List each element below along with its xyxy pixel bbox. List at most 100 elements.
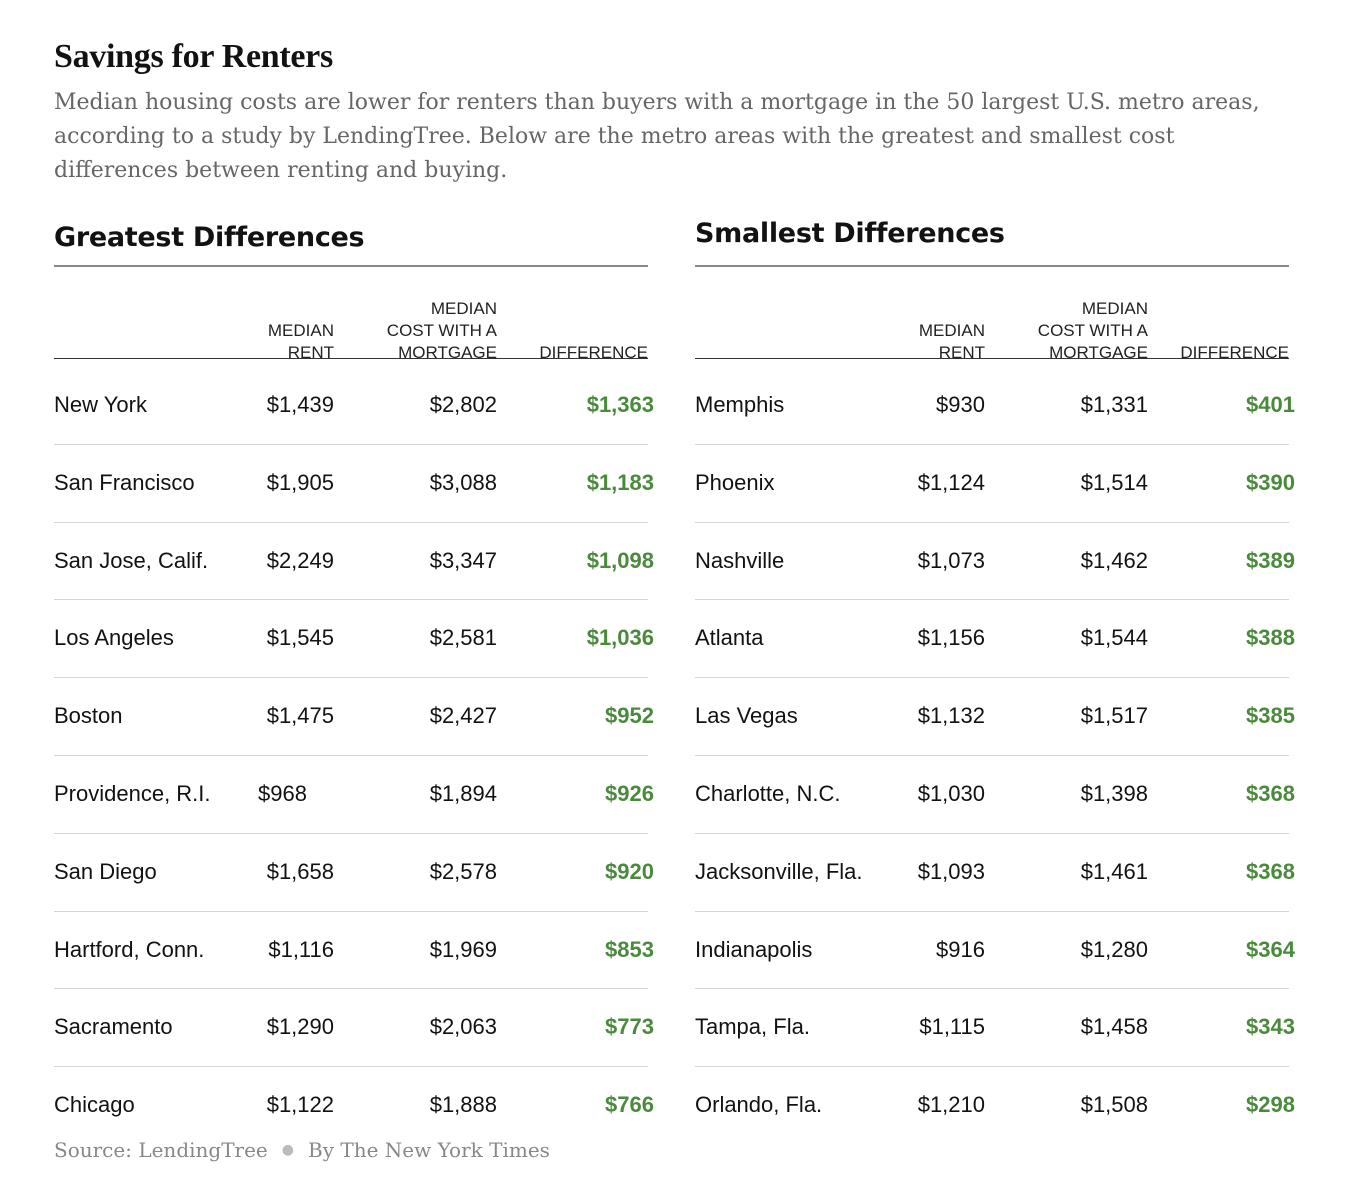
median-mortgage-cost: $1,888	[429, 1092, 497, 1118]
median-mortgage-cost: $1,331	[1080, 392, 1148, 417]
table-row: Charlotte, N.C. $1,030 $1,398 $368	[695, 756, 1295, 834]
table-row: New York $1,439 $2,802 $1,363	[54, 367, 654, 445]
median-rent: $968	[258, 780, 307, 806]
column-header-difference: DIFFERENCE	[1180, 343, 1289, 362]
cost-difference: $773	[605, 1014, 654, 1040]
city-name: San Jose, Calif.	[54, 547, 209, 573]
city-name: Atlanta	[695, 625, 764, 651]
median-mortgage-cost: $2,581	[429, 625, 497, 651]
byline: By The New York Times	[308, 1138, 550, 1162]
greatest-differences-table: Greatest Differences MEDIAN RENT MEDIAN …	[54, 220, 654, 1117]
table-row: Sacramento $1,290 $2,063 $773	[54, 989, 654, 1068]
median-rent: $1,210	[917, 1092, 985, 1118]
median-mortgage-cost: $2,578	[429, 858, 497, 884]
median-rent: $2,249	[266, 547, 334, 573]
table-title: Greatest Differences	[54, 222, 365, 253]
city-name: San Francisco	[54, 469, 195, 495]
cost-difference: $926	[605, 780, 654, 806]
median-rent: $916	[936, 936, 985, 962]
median-mortgage-cost: $1,517	[1080, 703, 1148, 729]
separator-dot: ●	[281, 1142, 294, 1158]
city-name: Memphis	[695, 392, 785, 417]
median-mortgage-cost: $1,508	[1080, 1092, 1148, 1118]
divider	[695, 358, 1289, 359]
median-mortgage-cost: $1,969	[429, 936, 497, 962]
cost-difference: $388	[1246, 625, 1295, 651]
table-row: Indianapolis $916 $1,280 $364	[695, 912, 1295, 990]
table-row: San Francisco $1,905 $3,088 $1,183	[54, 445, 654, 523]
column-header-mortgage: MEDIAN COST WITH A MORTGAGE	[1037, 299, 1148, 362]
median-rent: $1,290	[266, 1014, 334, 1040]
median-rent: $1,905	[266, 469, 334, 495]
cost-difference: $368	[1246, 780, 1295, 806]
source-note: Source: LendingTree	[54, 1138, 268, 1162]
table-row: Memphis $930 $1,331 $401	[695, 367, 1295, 445]
cost-difference: $920	[605, 858, 654, 884]
table-row: San Jose, Calif. $2,249 $3,347 $1,098	[54, 523, 654, 601]
median-mortgage-cost: $1,458	[1080, 1014, 1148, 1040]
median-rent: $1,475	[266, 703, 334, 729]
table-body: New York $1,439 $2,802 $1,363 San Francisco $…	[54, 367, 654, 1144]
median-rent: $1,093	[917, 858, 985, 884]
city-name: Phoenix	[695, 469, 775, 495]
column-header-difference: DIFFERENCE	[539, 343, 648, 362]
table-row: Las Vegas $1,132 $1,517 $385	[695, 678, 1295, 756]
median-rent: $1,132	[917, 703, 985, 729]
city-name: Los Angeles	[54, 625, 174, 651]
median-rent: $1,115	[919, 1014, 985, 1040]
cost-difference: $1,036	[586, 625, 654, 651]
divider	[54, 265, 648, 267]
median-rent: $1,122	[266, 1092, 334, 1118]
page-subtitle: Median housing costs are lower for rente…	[54, 90, 1260, 183]
city-name: Jacksonville, Fla.	[695, 858, 863, 884]
cost-difference: $1,183	[586, 469, 654, 495]
city-name: New York	[54, 392, 147, 417]
cost-difference: $952	[605, 703, 654, 729]
median-mortgage-cost: $1,461	[1080, 858, 1148, 884]
median-rent: $1,658	[266, 858, 334, 884]
median-rent: $1,439	[266, 392, 334, 417]
cost-difference: $1,363	[586, 392, 654, 417]
city-name: Tampa, Fla.	[695, 1014, 810, 1040]
footer: Source: LendingTree ● By The New York Time…	[54, 1138, 550, 1162]
column-header-mortgage: MEDIAN COST WITH A MORTGAGE	[386, 299, 497, 362]
table-row: Nashville $1,073 $1,462 $389	[695, 523, 1295, 601]
table-row: Jacksonville, Fla. $1,093 $1,461 $368	[695, 834, 1295, 912]
city-name: Chicago	[54, 1092, 135, 1118]
smallest-differences-table: Smallest Differences MEDIAN RENT MEDIAN …	[695, 218, 1295, 1117]
median-rent: $1,030	[917, 780, 985, 806]
divider	[54, 358, 648, 359]
median-mortgage-cost: $3,347	[429, 547, 497, 573]
median-mortgage-cost: $1,514	[1080, 469, 1148, 495]
median-rent: $930	[936, 392, 985, 417]
cost-difference: $853	[605, 936, 654, 962]
column-header-rent: MEDIAN RENT	[267, 321, 334, 362]
city-name: Nashville	[695, 547, 785, 573]
median-mortgage-cost: $2,063	[429, 1014, 497, 1040]
cost-difference: $343	[1246, 1014, 1295, 1040]
cost-difference: $298	[1246, 1092, 1295, 1118]
table-row: Phoenix $1,124 $1,514 $390	[695, 445, 1295, 523]
median-mortgage-cost: $2,802	[429, 392, 497, 417]
cost-difference: $389	[1246, 547, 1295, 573]
table-row: Atlanta $1,156 $1,544 $388	[695, 600, 1295, 679]
city-name: Indianapolis	[695, 936, 813, 962]
median-rent: $1,545	[266, 625, 334, 651]
city-name: Charlotte, N.C.	[695, 780, 841, 806]
city-name: Las Vegas	[695, 703, 798, 729]
cost-difference: $766	[605, 1092, 654, 1118]
city-name: Hartford, Conn.	[54, 936, 205, 962]
table-title: Smallest Differences	[695, 218, 1005, 249]
median-mortgage-cost: $1,544	[1080, 625, 1148, 651]
table-row: Tampa, Fla. $1,115 $1,458 $343	[695, 989, 1295, 1068]
median-mortgage-cost: $1,280	[1080, 936, 1148, 962]
cost-difference: $1,098	[586, 547, 654, 573]
cost-difference: $368	[1246, 858, 1295, 884]
table-row: San Diego $1,658 $2,578 $920	[54, 834, 654, 912]
median-mortgage-cost: $2,427	[429, 703, 497, 729]
city-name: Sacramento	[54, 1014, 173, 1040]
table-row: Los Angeles $1,545 $2,581 $1,036	[54, 600, 654, 679]
page-title: Savings for Renters	[54, 38, 333, 75]
median-rent: $1,116	[268, 936, 334, 962]
table-body: Memphis $930 $1,331 $401 Phoenix $1,124 $1,514…	[695, 367, 1295, 1144]
